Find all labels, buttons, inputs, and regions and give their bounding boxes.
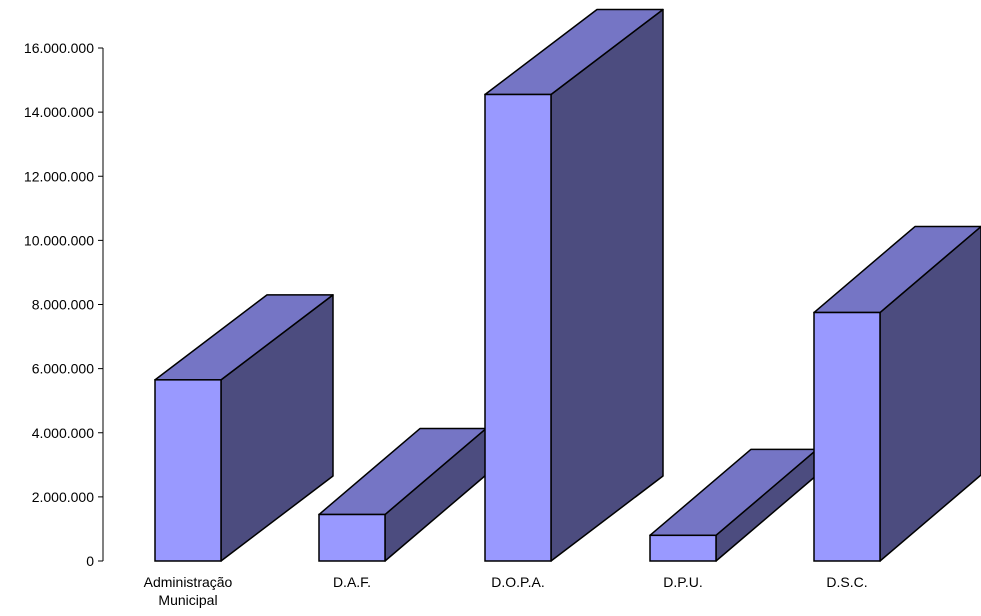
- bar-front-face: [318, 513, 386, 562]
- bar: [649, 448, 818, 562]
- y-axis: 0 2.000.000 4.000.000 6.000.000 8.000.000 10.…: [24, 40, 104, 569]
- x-tick-label: D.P.U.: [663, 574, 702, 590]
- y-tick-label: 8.000.000: [32, 297, 94, 313]
- x-tick-label: D.A.F.: [333, 574, 371, 590]
- bar: [813, 225, 981, 562]
- y-tick-label: 12.000.000: [24, 168, 94, 184]
- y-tick-label: 2.000.000: [32, 489, 94, 505]
- bar-side-face: [550, 8, 664, 562]
- bar-front-face: [154, 379, 222, 562]
- y-tick-label: 10.000.000: [24, 232, 94, 248]
- x-tick-label: D.S.C.: [826, 574, 867, 590]
- y-tick-label: 14.000.000: [24, 104, 94, 120]
- bar-front-face: [813, 311, 881, 562]
- y-tick-label: 6.000.000: [32, 361, 94, 377]
- y-tick-label: 16.000.000: [24, 40, 94, 56]
- bar: [318, 427, 487, 562]
- y-tick-label: 0: [86, 553, 94, 569]
- x-axis-labels: Administração Municipal D.A.F. D.O.P.A. D.P.…: [144, 574, 868, 608]
- bar: [154, 294, 334, 562]
- bar-front-face: [649, 534, 717, 562]
- x-tick-label: Administração Municipal: [144, 574, 233, 608]
- bar: [484, 8, 664, 562]
- y-tick-label: 4.000.000: [32, 425, 94, 441]
- bar-front-face: [484, 93, 552, 562]
- x-tick-label: D.O.P.A.: [491, 574, 544, 590]
- bars: [154, 8, 981, 562]
